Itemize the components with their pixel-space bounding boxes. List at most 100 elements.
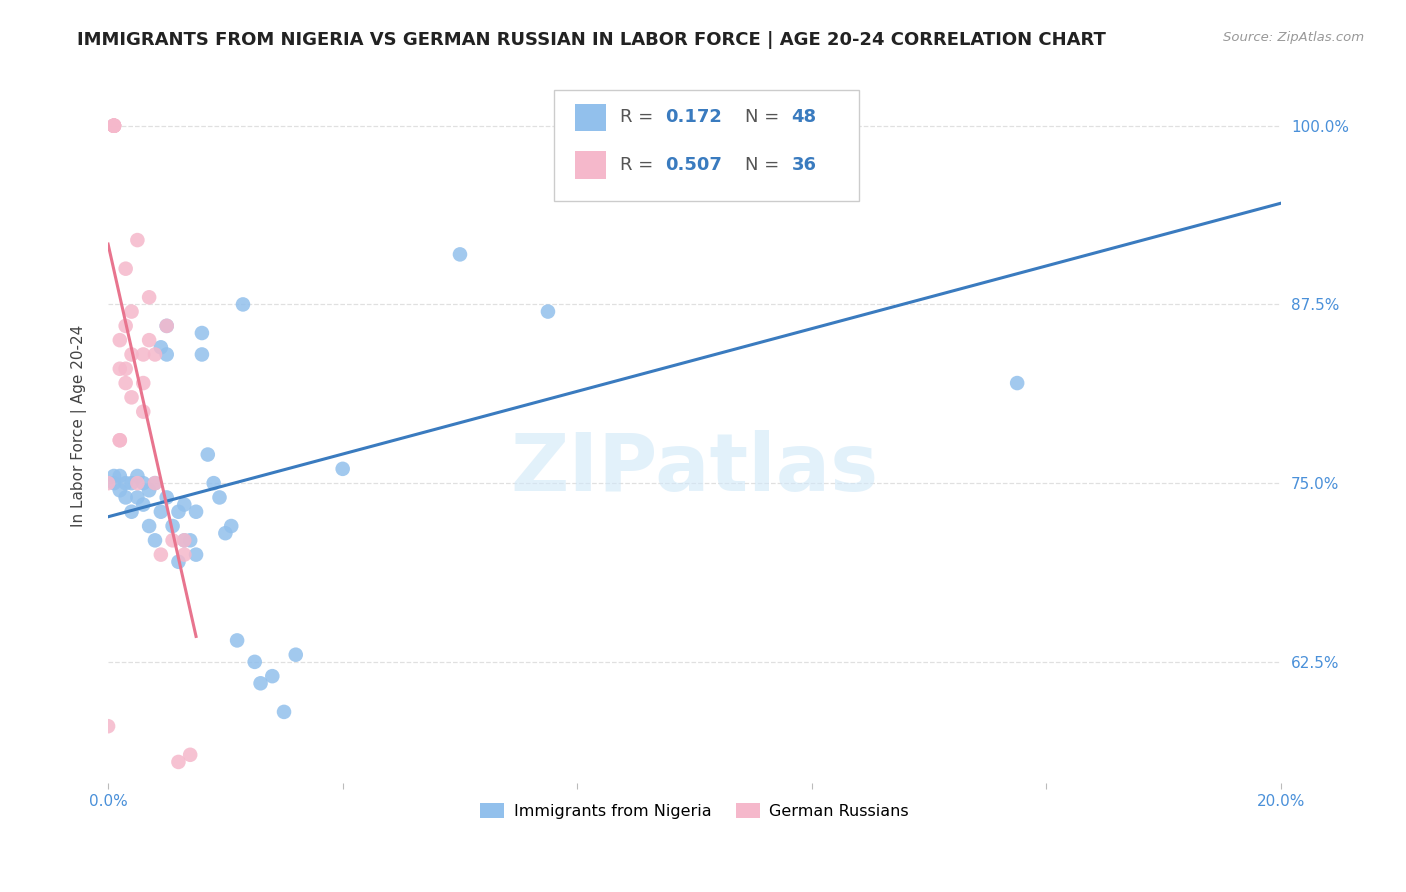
FancyBboxPatch shape	[554, 90, 859, 201]
Point	[108, 434, 131, 448]
Point	[262, 669, 284, 683]
Point	[97, 719, 120, 733]
Point	[167, 755, 190, 769]
Point	[197, 448, 219, 462]
Point	[138, 519, 160, 533]
Point	[132, 347, 155, 361]
Point	[103, 119, 125, 133]
Point	[162, 519, 184, 533]
Point	[179, 533, 201, 548]
Text: 36: 36	[792, 156, 817, 174]
Point	[132, 476, 155, 491]
Point	[103, 476, 125, 491]
FancyBboxPatch shape	[575, 103, 606, 131]
Point	[162, 533, 184, 548]
Point	[156, 491, 179, 505]
Point	[232, 297, 254, 311]
Text: ZIPatlas: ZIPatlas	[510, 430, 879, 508]
Point	[103, 119, 125, 133]
Point	[173, 533, 195, 548]
Point	[243, 655, 266, 669]
Text: N =: N =	[745, 108, 785, 126]
Point	[449, 247, 471, 261]
FancyBboxPatch shape	[575, 152, 606, 178]
Point	[208, 491, 231, 505]
Point	[114, 361, 136, 376]
Point	[114, 491, 136, 505]
Point	[127, 476, 149, 491]
Point	[167, 555, 190, 569]
Point	[156, 318, 179, 333]
Point	[1005, 376, 1028, 390]
Point	[143, 476, 166, 491]
Point	[132, 498, 155, 512]
Point	[138, 483, 160, 498]
Point	[114, 261, 136, 276]
Point	[121, 476, 143, 491]
Point	[103, 119, 125, 133]
Point	[143, 476, 166, 491]
Point	[138, 333, 160, 347]
Point	[173, 533, 195, 548]
Point	[173, 548, 195, 562]
Point	[332, 462, 354, 476]
Point	[214, 526, 236, 541]
Point	[249, 676, 271, 690]
Point	[127, 491, 149, 505]
Point	[103, 119, 125, 133]
Legend: Immigrants from Nigeria, German Russians: Immigrants from Nigeria, German Russians	[474, 797, 915, 825]
Point	[149, 340, 172, 354]
Point	[132, 376, 155, 390]
Point	[103, 119, 125, 133]
Point	[127, 233, 149, 247]
Point	[226, 633, 249, 648]
Point	[149, 548, 172, 562]
Point	[219, 519, 242, 533]
Point	[184, 505, 207, 519]
Point	[114, 376, 136, 390]
Point	[121, 505, 143, 519]
Point	[103, 119, 125, 133]
Text: 48: 48	[792, 108, 817, 126]
Point	[108, 483, 131, 498]
Text: 0.172: 0.172	[665, 108, 721, 126]
Point	[121, 347, 143, 361]
Point	[114, 476, 136, 491]
Point	[149, 505, 172, 519]
Point	[537, 304, 560, 318]
Text: N =: N =	[745, 156, 785, 174]
Text: R =: R =	[620, 108, 659, 126]
Point	[156, 347, 179, 361]
Point	[191, 347, 214, 361]
Point	[121, 304, 143, 318]
Point	[103, 469, 125, 483]
Point	[156, 318, 179, 333]
Point	[179, 747, 201, 762]
Text: IMMIGRANTS FROM NIGERIA VS GERMAN RUSSIAN IN LABOR FORCE | AGE 20-24 CORRELATION: IMMIGRANTS FROM NIGERIA VS GERMAN RUSSIA…	[77, 31, 1107, 49]
Point	[284, 648, 307, 662]
Point	[132, 404, 155, 418]
Point	[127, 469, 149, 483]
Point	[273, 705, 295, 719]
Point	[173, 498, 195, 512]
Y-axis label: In Labor Force | Age 20-24: In Labor Force | Age 20-24	[72, 325, 87, 527]
Point	[202, 476, 225, 491]
Point	[138, 290, 160, 304]
Point	[121, 390, 143, 404]
Point	[143, 533, 166, 548]
Point	[830, 119, 852, 133]
Point	[191, 326, 214, 340]
Point	[97, 476, 120, 491]
Point	[108, 361, 131, 376]
Text: Source: ZipAtlas.com: Source: ZipAtlas.com	[1223, 31, 1364, 45]
Point	[167, 505, 190, 519]
Point	[108, 333, 131, 347]
Point	[108, 469, 131, 483]
Text: R =: R =	[620, 156, 659, 174]
Point	[108, 434, 131, 448]
Point	[143, 347, 166, 361]
Point	[184, 548, 207, 562]
Point	[114, 318, 136, 333]
Text: 0.507: 0.507	[665, 156, 721, 174]
Point	[103, 119, 125, 133]
